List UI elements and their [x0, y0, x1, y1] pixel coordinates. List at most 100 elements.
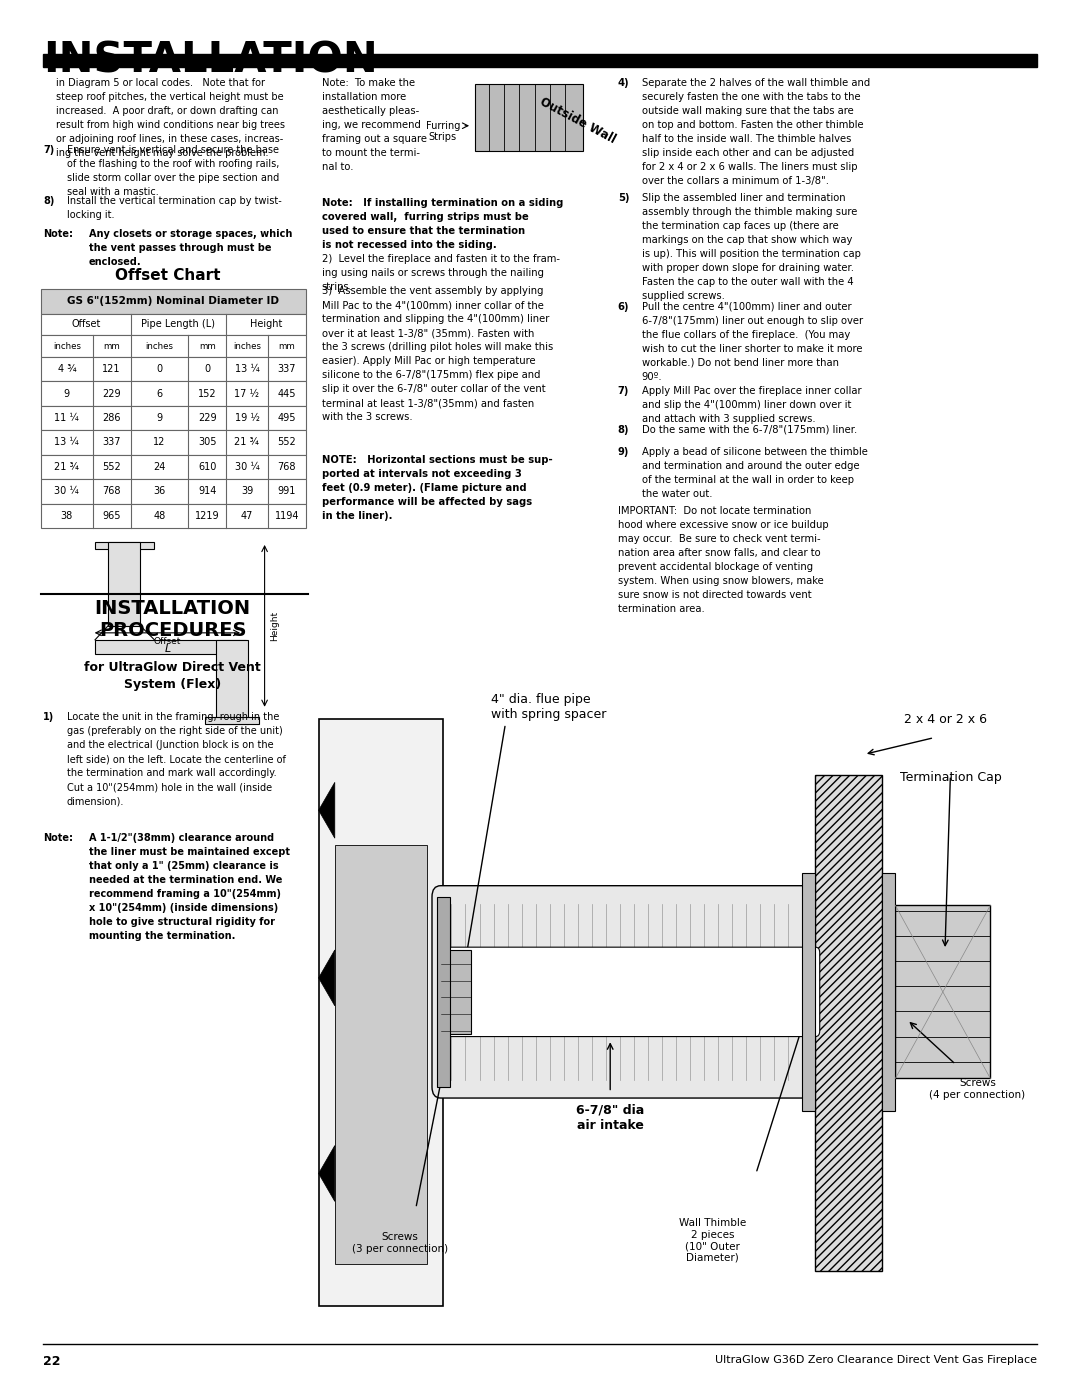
Text: Screws
(4 per connection): Screws (4 per connection) — [929, 1078, 1026, 1099]
Text: Ensure vent is vertical and secure the base
of the flashing to the roof with roo: Ensure vent is vertical and secure the b… — [67, 145, 280, 197]
Bar — [441, 950, 471, 1034]
Text: 229: 229 — [103, 388, 121, 398]
Text: Furring
Strips: Furring Strips — [426, 120, 460, 142]
Text: 1): 1) — [43, 712, 54, 722]
Text: 552: 552 — [278, 437, 296, 447]
Text: Note:: Note: — [43, 833, 73, 842]
Text: 36: 36 — [153, 486, 165, 496]
Text: mm: mm — [199, 342, 216, 351]
Text: 991: 991 — [278, 486, 296, 496]
Bar — [895, 905, 990, 1078]
Text: 610: 610 — [198, 462, 216, 472]
Text: Do the same with the 6-7/8"(175mm) liner.: Do the same with the 6-7/8"(175mm) liner… — [642, 425, 856, 434]
Text: 305: 305 — [198, 437, 216, 447]
Text: Apply Mill Pac over the fireplace inner collar
and slip the 4"(100mm) liner down: Apply Mill Pac over the fireplace inner … — [642, 386, 861, 423]
Text: Pull the centre 4"(100mm) liner and outer
6-7/8"(175mm) liner out enough to slip: Pull the centre 4"(100mm) liner and oute… — [642, 302, 863, 381]
Text: mm: mm — [279, 342, 295, 351]
Text: 914: 914 — [198, 486, 216, 496]
Bar — [95, 542, 154, 549]
Text: Note:: Note: — [43, 229, 73, 239]
Text: 30 ¼: 30 ¼ — [54, 486, 79, 496]
Text: Outside Wall: Outside Wall — [538, 95, 618, 145]
Text: INSTALLATION: INSTALLATION — [43, 39, 378, 81]
Text: 121: 121 — [103, 365, 121, 374]
Text: 152: 152 — [198, 388, 216, 398]
Bar — [205, 717, 259, 724]
Text: 9: 9 — [64, 388, 70, 398]
Text: 9): 9) — [618, 447, 630, 457]
Bar — [319, 719, 443, 1306]
Text: 22: 22 — [43, 1355, 60, 1368]
Text: inches: inches — [53, 342, 81, 351]
Text: 6: 6 — [157, 388, 162, 398]
Text: 1194: 1194 — [274, 511, 299, 521]
Bar — [335, 845, 427, 1264]
Text: Locate the unit in the framing, rough in the
gas (preferably on the right side o: Locate the unit in the framing, rough in… — [67, 712, 286, 806]
Bar — [41, 503, 306, 528]
Text: 21 ¾: 21 ¾ — [234, 437, 259, 447]
Text: 768: 768 — [278, 462, 296, 472]
Text: 286: 286 — [103, 414, 121, 423]
Text: 21 ¾: 21 ¾ — [54, 462, 80, 472]
Text: Height: Height — [249, 320, 282, 330]
Bar — [108, 542, 140, 626]
Text: Offset: Offset — [71, 320, 100, 330]
Bar — [41, 454, 306, 479]
Text: 47: 47 — [241, 511, 253, 521]
Text: 3)  Assemble the vent assembly by applying
Mill Pac to the 4"(100mm) inner colla: 3) Assemble the vent assembly by applyin… — [322, 286, 553, 422]
Text: GS 6"(152mm) Nominal Diameter ID: GS 6"(152mm) Nominal Diameter ID — [67, 296, 280, 306]
Text: 495: 495 — [278, 414, 296, 423]
Polygon shape — [319, 782, 335, 838]
Bar — [43, 54, 1037, 67]
Text: 12: 12 — [153, 437, 165, 447]
Bar — [437, 897, 450, 1087]
Text: 0: 0 — [204, 365, 211, 374]
Text: A 1-1/2"(38mm) clearance around
the liner must be maintained except
that only a : A 1-1/2"(38mm) clearance around the line… — [89, 833, 289, 940]
Bar — [95, 640, 246, 654]
Text: for UltraGlow Direct Vent
System (Flex): for UltraGlow Direct Vent System (Flex) — [84, 661, 261, 690]
Text: Screws
(3 per connection): Screws (3 per connection) — [351, 1232, 448, 1253]
Text: Note:   If installing termination on a siding
covered wall,  furring strips must: Note: If installing termination on a sid… — [322, 198, 563, 250]
Text: INSTALLATION
PROCEDURES: INSTALLATION PROCEDURES — [95, 599, 251, 640]
Text: 4): 4) — [618, 78, 630, 88]
Text: L: L — [164, 644, 171, 654]
Bar — [41, 335, 306, 356]
Text: 6): 6) — [618, 302, 630, 312]
Text: 30 ¼: 30 ¼ — [234, 462, 259, 472]
Text: 7): 7) — [618, 386, 630, 395]
Bar — [882, 873, 895, 1111]
Text: 229: 229 — [198, 414, 216, 423]
Text: Wall Thimble
2 pieces
(10" Outer
Diameter): Wall Thimble 2 pieces (10" Outer Diamete… — [679, 1218, 746, 1263]
Text: inches: inches — [146, 342, 174, 351]
Bar — [41, 289, 306, 313]
Text: Pipe Length (L): Pipe Length (L) — [141, 320, 215, 330]
Bar — [41, 430, 306, 454]
Text: 19 ½: 19 ½ — [234, 414, 259, 423]
Text: 337: 337 — [103, 437, 121, 447]
Text: 5): 5) — [618, 193, 630, 203]
Text: 2 x 4 or 2 x 6: 2 x 4 or 2 x 6 — [904, 714, 986, 726]
Polygon shape — [319, 1146, 335, 1201]
Text: 7): 7) — [43, 145, 54, 155]
Text: 337: 337 — [278, 365, 296, 374]
Text: 17 ½: 17 ½ — [234, 388, 259, 398]
Bar — [41, 479, 306, 503]
Text: 38: 38 — [60, 511, 73, 521]
Text: 24: 24 — [153, 462, 165, 472]
Polygon shape — [319, 950, 335, 1006]
Text: mm: mm — [104, 342, 120, 351]
Text: 0: 0 — [157, 365, 162, 374]
Text: Note:  To make the
installation more
aesthetically pleas-
ing, we recommend
fram: Note: To make the installation more aest… — [322, 78, 427, 172]
Bar — [802, 873, 815, 1111]
Text: Separate the 2 halves of the wall thimble and
securely fasten the one with the t: Separate the 2 halves of the wall thimbl… — [642, 78, 869, 186]
Text: 552: 552 — [103, 462, 121, 472]
Bar — [41, 313, 306, 335]
FancyBboxPatch shape — [447, 947, 820, 1037]
Text: 13 ¼: 13 ¼ — [54, 437, 79, 447]
Bar — [41, 381, 306, 405]
Text: Termination Cap: Termination Cap — [900, 771, 1001, 784]
Text: NOTE:   Horizontal sections must be sup-
ported at intervals not exceeding 3
fee: NOTE: Horizontal sections must be sup- p… — [322, 455, 553, 521]
Bar — [216, 640, 248, 724]
Text: 6-7/8" dia
air intake: 6-7/8" dia air intake — [576, 1104, 645, 1132]
Text: 13 ¼: 13 ¼ — [234, 365, 259, 374]
